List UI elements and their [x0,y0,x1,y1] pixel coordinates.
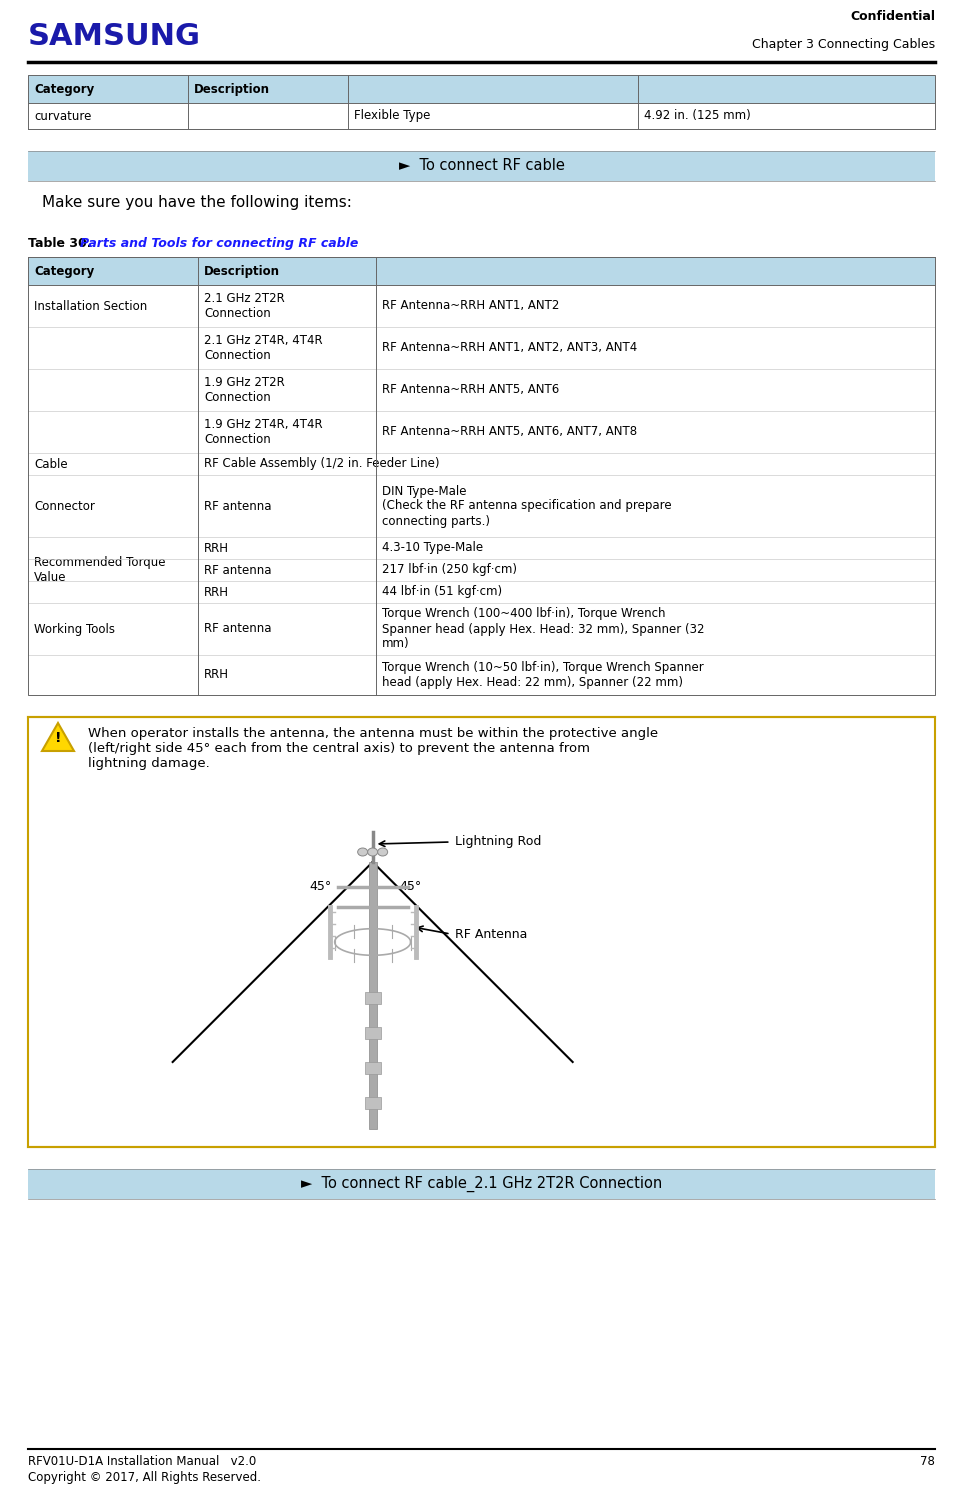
Text: 4.3-10 Type-Male: 4.3-10 Type-Male [382,542,483,554]
Text: RF antenna: RF antenna [204,623,271,635]
Bar [28,1169,935,1199]
Text: Category: Category [34,83,94,96]
Text: RF antenna: RF antenna [204,500,271,512]
Text: SAMSUNG: SAMSUNG [28,23,201,51]
Bar [28,285,935,327]
Bar [364,1027,381,1039]
Ellipse shape [378,848,387,856]
Ellipse shape [358,848,367,856]
Text: Torque Wrench (100~400 lbf·in), Torque Wrench
Spanner head (apply Hex. Head: 32 : Torque Wrench (100~400 lbf·in), Torque W… [382,608,705,650]
Text: !: ! [55,731,61,744]
Text: 44 lbf·in (51 kgf·cm): 44 lbf·in (51 kgf·cm) [382,585,503,599]
Text: 4.92 in. (125 mm): 4.92 in. (125 mm) [644,110,751,123]
Bar [28,257,935,695]
Bar [28,327,935,369]
Bar [28,474,935,537]
Text: Recommended Torque
Value: Recommended Torque Value [34,555,166,584]
Bar [368,862,377,1129]
Text: Chapter 3 Connecting Cables: Chapter 3 Connecting Cables [752,38,935,51]
Bar [28,453,935,474]
Bar [364,992,381,1004]
Text: RRH: RRH [204,585,229,599]
Text: 1.9 GHz 2T2R
Connection: 1.9 GHz 2T2R Connection [204,375,285,404]
Bar [28,152,935,182]
Text: 2.1 GHz 2T2R
Connection: 2.1 GHz 2T2R Connection [204,293,285,320]
Text: 1.9 GHz 2T4R, 4T4R
Connection: 1.9 GHz 2T4R, 4T4R Connection [204,417,322,446]
Ellipse shape [367,848,378,856]
Text: ►  To connect RF cable: ► To connect RF cable [399,159,565,174]
Text: RF Antenna~RRH ANT5, ANT6: RF Antenna~RRH ANT5, ANT6 [382,383,559,396]
Text: Category: Category [34,264,94,278]
Text: Table 30.: Table 30. [28,237,96,251]
Text: RF Antenna~RRH ANT1, ANT2, ANT3, ANT4: RF Antenna~RRH ANT1, ANT2, ANT3, ANT4 [382,342,637,354]
Text: RRH: RRH [204,668,229,681]
Text: RRH: RRH [204,542,229,554]
Text: 2.1 GHz 2T4R, 4T4R
Connection: 2.1 GHz 2T4R, 4T4R Connection [204,335,322,362]
Text: Description: Description [204,264,280,278]
Bar [28,75,935,104]
Text: Cable: Cable [34,458,68,470]
Text: Installation Section: Installation Section [34,300,148,312]
Text: When operator installs the antenna, the antenna must be within the protective an: When operator installs the antenna, the … [88,726,658,770]
Bar [28,558,935,581]
Text: RF Cable Assembly (1/2 in. Feeder Line): RF Cable Assembly (1/2 in. Feeder Line) [204,458,439,470]
Text: 78: 78 [920,1454,935,1468]
Text: Torque Wrench (10~50 lbf·in), Torque Wrench Spanner
head (apply Hex. Head: 22 mm: Torque Wrench (10~50 lbf·in), Torque Wre… [382,660,704,689]
Bar [364,1063,381,1075]
Text: Parts and Tools for connecting RF cable: Parts and Tools for connecting RF cable [80,237,359,251]
Text: Connector: Connector [34,500,95,512]
Bar [364,1097,381,1109]
Text: Flexible Type: Flexible Type [354,110,431,123]
Text: RFV01U-D1A Installation Manual   v2.0: RFV01U-D1A Installation Manual v2.0 [28,1454,256,1468]
Text: Confidential: Confidential [850,11,935,23]
Bar [28,603,935,654]
Bar [28,369,935,411]
Text: ►  To connect RF cable_2.1 GHz 2T2R Connection: ► To connect RF cable_2.1 GHz 2T2R Conne… [301,1175,662,1192]
Bar [28,75,935,129]
Text: 217 lbf·in (250 kgf·cm): 217 lbf·in (250 kgf·cm) [382,563,517,576]
Text: RF Antenna~RRH ANT5, ANT6, ANT7, ANT8: RF Antenna~RRH ANT5, ANT6, ANT7, ANT8 [382,425,637,438]
Text: Lightning Rod: Lightning Rod [455,835,541,848]
Text: Working Tools: Working Tools [34,623,115,635]
Text: curvature: curvature [34,110,91,123]
Text: RF Antenna: RF Antenna [455,928,527,941]
Text: RF Antenna~RRH ANT1, ANT2: RF Antenna~RRH ANT1, ANT2 [382,300,559,312]
Bar [28,257,935,285]
Bar [28,581,935,603]
Text: Make sure you have the following items:: Make sure you have the following items: [42,195,352,210]
Bar [28,537,935,558]
Text: Description: Description [194,83,270,96]
Polygon shape [42,723,74,750]
Bar [28,717,935,1147]
Text: RF antenna: RF antenna [204,563,271,576]
Text: Copyright © 2017, All Rights Reserved.: Copyright © 2017, All Rights Reserved. [28,1471,261,1484]
Text: DIN Type-Male
(Check the RF antenna specification and prepare
connecting parts.): DIN Type-Male (Check the RF antenna spec… [382,485,671,527]
Text: 45°: 45° [310,881,332,893]
Bar [28,654,935,695]
Text: 45°: 45° [400,881,422,893]
Bar [28,411,935,453]
